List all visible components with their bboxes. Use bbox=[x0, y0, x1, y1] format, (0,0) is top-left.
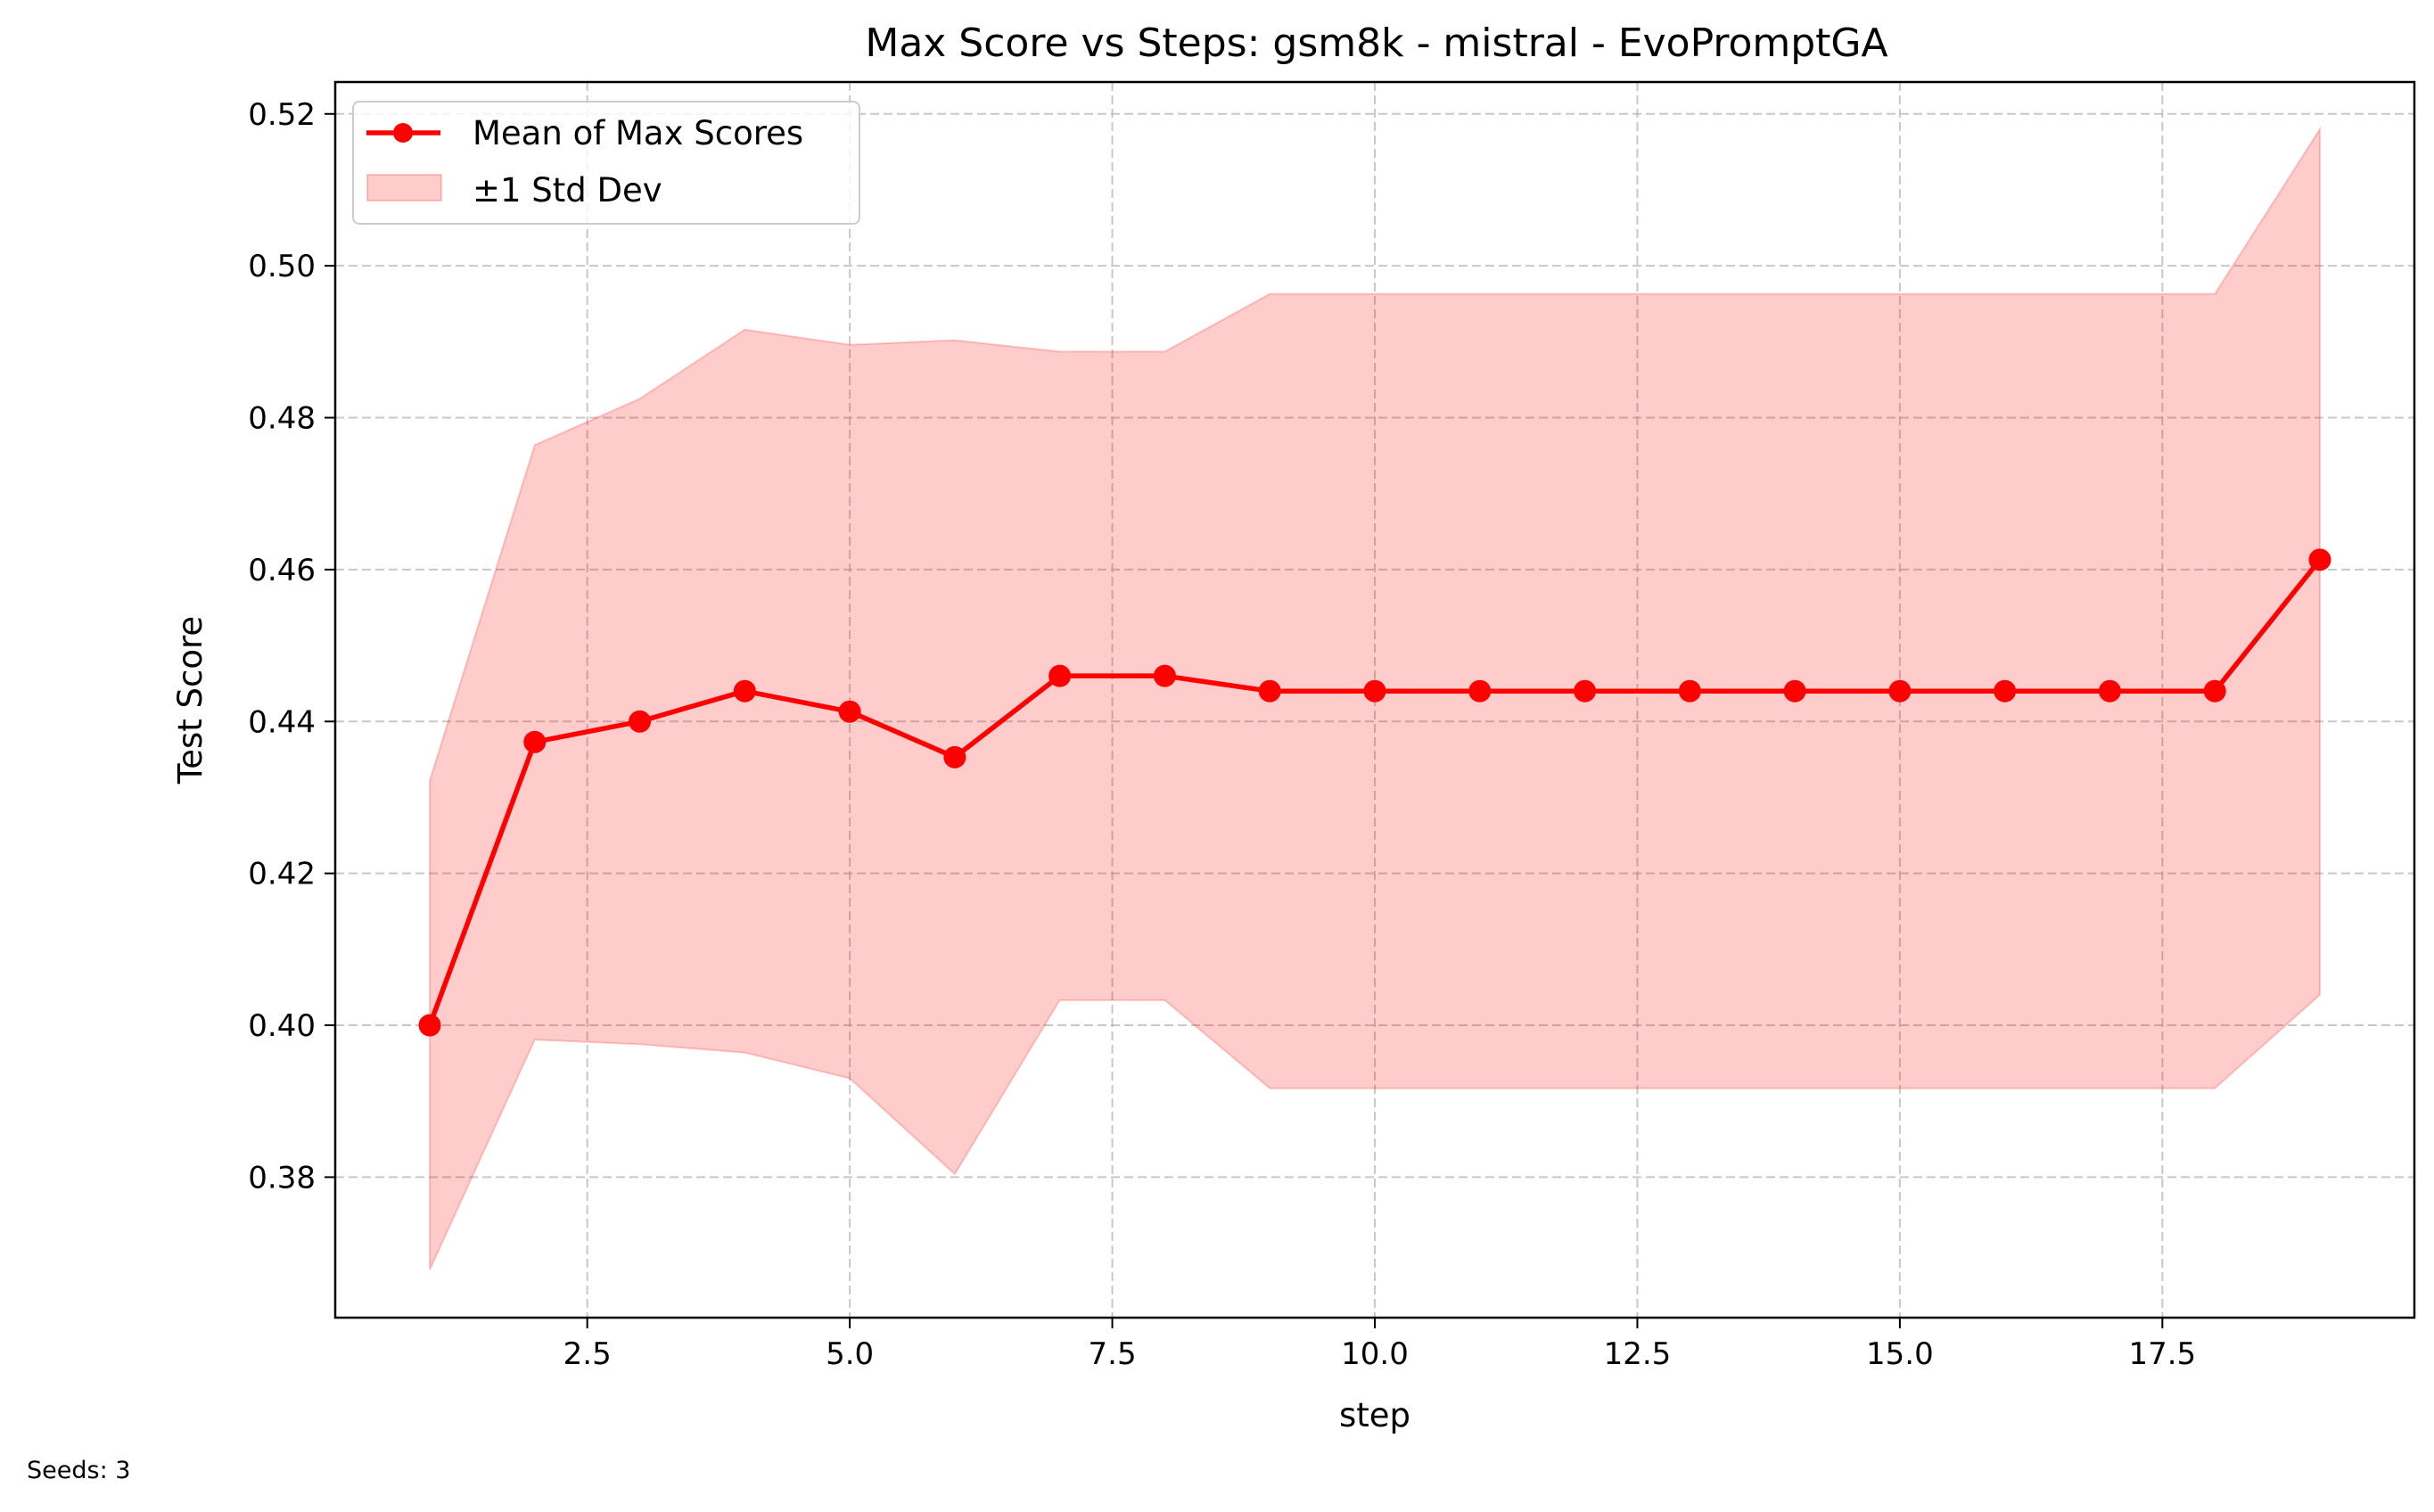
data-point bbox=[2308, 548, 2331, 571]
y-tick-label: 0.40 bbox=[248, 1008, 316, 1044]
legend: Mean of Max Scores ±1 Std Dev bbox=[352, 101, 860, 225]
data-point bbox=[1468, 679, 1492, 703]
y-tick-label: 0.52 bbox=[248, 97, 316, 133]
data-point bbox=[943, 745, 966, 768]
data-point bbox=[523, 730, 547, 753]
y-tick-label: 0.44 bbox=[248, 704, 316, 740]
legend-box bbox=[352, 101, 860, 225]
data-point bbox=[1574, 679, 1597, 703]
data-point bbox=[1994, 679, 2017, 703]
legend-marker-swatch bbox=[393, 123, 413, 143]
x-tick-label: 17.5 bbox=[2128, 1336, 2196, 1372]
x-tick-label: 5.0 bbox=[826, 1336, 874, 1372]
data-point bbox=[418, 1014, 441, 1037]
series-marker-layer bbox=[418, 548, 2331, 1037]
data-point bbox=[2203, 679, 2226, 703]
x-tick-label: 15.0 bbox=[1866, 1336, 1934, 1372]
legend-label-std-dev: ±1 Std Dev bbox=[473, 171, 662, 210]
y-tick-label: 0.38 bbox=[248, 1160, 316, 1196]
y-axis-label: Test Score bbox=[171, 616, 210, 785]
legend-band-swatch bbox=[366, 174, 442, 201]
data-point bbox=[1363, 679, 1386, 703]
y-tick-label: 0.42 bbox=[248, 857, 316, 892]
chart-title: Max Score vs Steps: gsm8k - mistral - Ev… bbox=[865, 21, 1887, 66]
x-tick-label: 10.0 bbox=[1341, 1336, 1409, 1372]
data-point bbox=[1888, 679, 1912, 703]
data-point bbox=[1048, 664, 1072, 687]
data-point bbox=[629, 710, 652, 733]
seeds-footnote: Seeds: 3 bbox=[27, 1457, 130, 1484]
data-point bbox=[1153, 664, 1176, 687]
data-point bbox=[838, 700, 861, 723]
y-tick-label: 0.46 bbox=[248, 553, 316, 588]
data-point bbox=[1783, 679, 1806, 703]
x-axis-label: step bbox=[1339, 1396, 1410, 1434]
y-tick-label: 0.48 bbox=[248, 401, 316, 437]
x-tick-label: 7.5 bbox=[1089, 1336, 1137, 1372]
x-tick-label: 2.5 bbox=[563, 1336, 612, 1372]
data-point bbox=[1258, 679, 1281, 703]
grid bbox=[335, 82, 2414, 1318]
y-tick-label: 0.50 bbox=[248, 249, 316, 284]
data-point bbox=[733, 679, 756, 703]
data-point bbox=[1678, 679, 1701, 703]
x-axis-ticks: 2.5 5.0 7.5 10.0 12.5 15.0 17.5 bbox=[563, 1318, 2196, 1372]
x-tick-label: 12.5 bbox=[1604, 1336, 1672, 1372]
data-point bbox=[2098, 679, 2121, 703]
y-axis-ticks: 0.38 0.40 0.42 0.44 0.46 0.48 0.50 0.52 bbox=[248, 97, 335, 1196]
legend-label-mean: Mean of Max Scores bbox=[473, 114, 803, 152]
